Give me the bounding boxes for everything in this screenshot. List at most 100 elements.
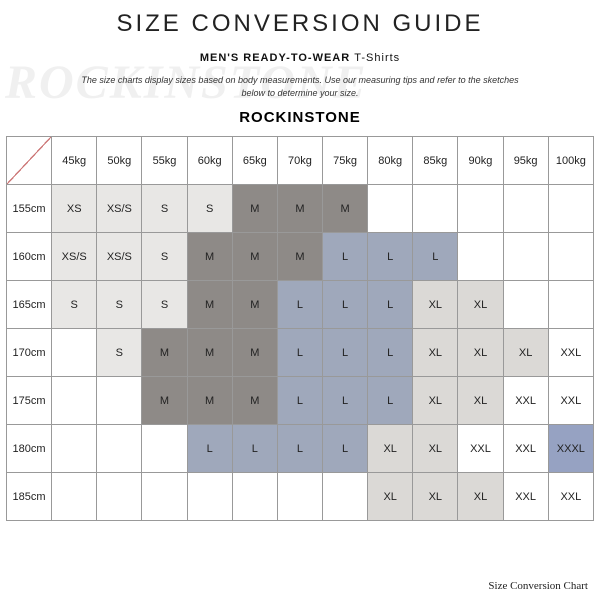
size-cell: S: [142, 281, 187, 329]
size-cell: XXL: [503, 377, 548, 425]
size-cell: L: [368, 377, 413, 425]
size-cell: [97, 473, 142, 521]
subtitle: MEN'S READY-TO-WEAR T-Shirts: [0, 52, 600, 64]
table-row: 170cmSMMMLLLXLXLXLXXL: [7, 329, 594, 377]
size-cell: XL: [458, 377, 503, 425]
size-cell: [277, 473, 322, 521]
size-cell: L: [322, 377, 367, 425]
page-title: SIZE CONVERSION GUIDE: [0, 10, 600, 38]
size-cell: M: [187, 281, 232, 329]
table-row: 155cmXSXS/SSSMMM: [7, 185, 594, 233]
size-cell: XXL: [548, 377, 593, 425]
size-cell: XL: [413, 377, 458, 425]
table-row: 180cmLLLLXLXLXXLXXLXXXL: [7, 425, 594, 473]
size-cell: S: [97, 329, 142, 377]
size-cell: [52, 329, 97, 377]
size-cell: [97, 425, 142, 473]
size-cell: [187, 473, 232, 521]
size-cell: [503, 281, 548, 329]
col-header: 70kg: [277, 137, 322, 185]
size-cell: L: [232, 425, 277, 473]
size-cell: L: [368, 281, 413, 329]
size-cell: [142, 473, 187, 521]
col-header: 65kg: [232, 137, 277, 185]
col-header: 100kg: [548, 137, 593, 185]
size-cell: [97, 377, 142, 425]
col-header: 80kg: [368, 137, 413, 185]
size-cell: M: [232, 233, 277, 281]
size-cell: [458, 233, 503, 281]
description-text: The size charts display sizes based on b…: [70, 74, 530, 99]
col-header: 85kg: [413, 137, 458, 185]
size-cell: XXXL: [548, 425, 593, 473]
table-row: 160cmXS/SXS/SSMMMLLL: [7, 233, 594, 281]
size-cell: XL: [458, 329, 503, 377]
size-cell: [548, 185, 593, 233]
size-cell: M: [322, 185, 367, 233]
size-cell: [52, 377, 97, 425]
size-cell: XL: [413, 473, 458, 521]
size-cell: [322, 473, 367, 521]
size-cell: [503, 185, 548, 233]
size-cell: L: [277, 377, 322, 425]
size-cell: XL: [458, 281, 503, 329]
size-cell: [142, 425, 187, 473]
size-cell: [413, 185, 458, 233]
row-header: 175cm: [7, 377, 52, 425]
size-cell: XL: [503, 329, 548, 377]
size-cell: L: [322, 281, 367, 329]
row-header: 185cm: [7, 473, 52, 521]
row-header: 155cm: [7, 185, 52, 233]
size-cell: XL: [458, 473, 503, 521]
size-cell: L: [322, 329, 367, 377]
size-cell: XXL: [458, 425, 503, 473]
size-cell: [548, 281, 593, 329]
col-header: 55kg: [142, 137, 187, 185]
size-cell: [458, 185, 503, 233]
size-cell: M: [277, 185, 322, 233]
size-cell: M: [232, 329, 277, 377]
row-header: 180cm: [7, 425, 52, 473]
size-cell: XS/S: [97, 233, 142, 281]
size-cell: L: [322, 425, 367, 473]
size-cell: M: [187, 233, 232, 281]
brand-name: ROCKINSTONE: [0, 109, 600, 126]
subtitle-product: T-Shirts: [354, 52, 400, 64]
col-header: 75kg: [322, 137, 367, 185]
size-cell: L: [322, 233, 367, 281]
size-cell: XXL: [548, 473, 593, 521]
size-cell: XL: [413, 281, 458, 329]
size-cell: [52, 473, 97, 521]
size-cell: [503, 233, 548, 281]
size-cell: XXL: [548, 329, 593, 377]
size-cell: L: [277, 425, 322, 473]
col-header: 45kg: [52, 137, 97, 185]
row-header: 160cm: [7, 233, 52, 281]
size-cell: M: [232, 185, 277, 233]
size-cell: L: [277, 329, 322, 377]
table-row: 165cmSSSMMLLLXLXL: [7, 281, 594, 329]
size-cell: M: [277, 233, 322, 281]
size-cell: M: [142, 329, 187, 377]
size-cell: M: [187, 377, 232, 425]
size-cell: XS: [52, 185, 97, 233]
size-cell: XL: [413, 425, 458, 473]
table-body: 155cmXSXS/SSSMMM160cmXS/SXS/SSMMMLLL165c…: [7, 185, 594, 521]
size-cell: XXL: [503, 473, 548, 521]
size-cell: S: [52, 281, 97, 329]
corner-cell: [7, 137, 52, 185]
table-row: 175cmMMMLLLXLXLXXLXXL: [7, 377, 594, 425]
size-cell: L: [368, 329, 413, 377]
size-cell: XS/S: [52, 233, 97, 281]
size-cell: L: [277, 281, 322, 329]
size-cell: S: [187, 185, 232, 233]
size-cell: XS/S: [97, 185, 142, 233]
size-cell: XL: [368, 425, 413, 473]
size-cell: [548, 233, 593, 281]
size-chart: 45kg50kg55kg60kg65kg70kg75kg80kg85kg90kg…: [6, 136, 594, 521]
size-cell: [232, 473, 277, 521]
size-cell: S: [97, 281, 142, 329]
size-cell: [52, 425, 97, 473]
size-cell: XXL: [503, 425, 548, 473]
size-cell: L: [368, 233, 413, 281]
